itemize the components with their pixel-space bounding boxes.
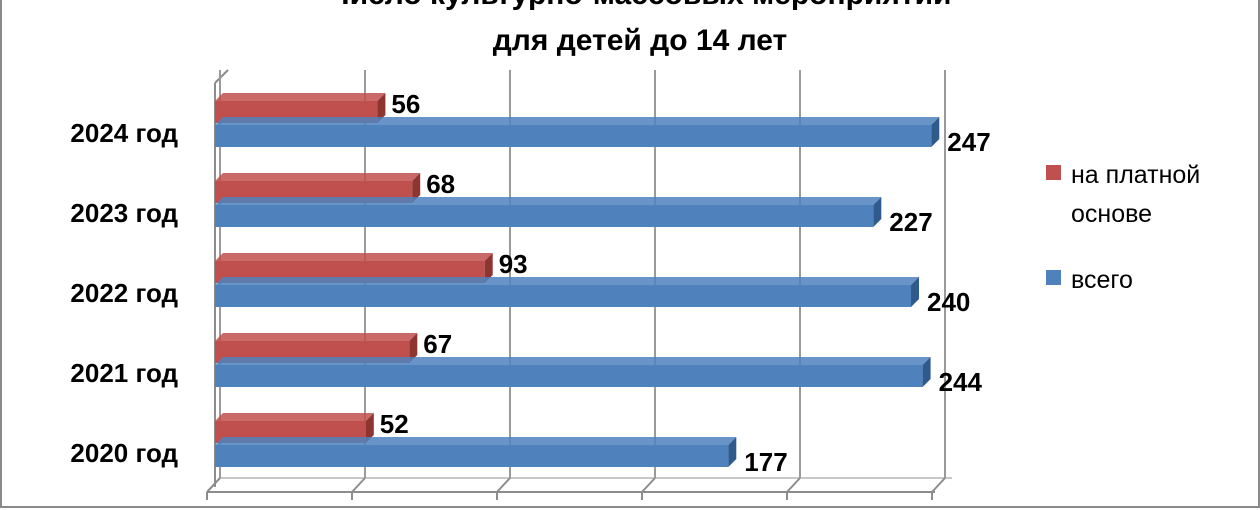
- data-label: 67: [423, 329, 452, 359]
- bar-top-face: [215, 437, 737, 445]
- gridline-foot: [641, 477, 656, 493]
- gridline-foot: [206, 477, 221, 493]
- legend-swatch: [1046, 270, 1061, 285]
- gridline-foot: [786, 477, 801, 493]
- bar-end-face: [931, 117, 940, 147]
- bar: [215, 125, 932, 147]
- legend-label: на платной: [1071, 161, 1200, 189]
- category-label: 2021 год: [70, 358, 178, 388]
- bar-top-face: [215, 93, 386, 101]
- data-label: 68: [426, 169, 455, 199]
- bar-top-face: [215, 173, 421, 181]
- category-label: 2020 год: [70, 438, 178, 468]
- data-label: 240: [927, 287, 970, 317]
- chart-title-line: для детей до 14 лет: [493, 24, 787, 57]
- data-label: 227: [889, 207, 932, 237]
- bar-end-face: [484, 253, 493, 283]
- category-label: 2022 год: [70, 278, 178, 308]
- bar-top-face: [215, 117, 940, 125]
- category-label: 2024 год: [70, 118, 178, 148]
- bar-end-face: [377, 93, 386, 123]
- chart-title-line: Число культурно-массовых мероприятий: [329, 0, 952, 11]
- data-label: 177: [744, 447, 787, 477]
- bar-end-face: [922, 357, 931, 387]
- data-label: 244: [939, 367, 983, 397]
- bar-top-face: [215, 277, 919, 285]
- legend-label: всего: [1071, 266, 1133, 294]
- bar-end-face: [873, 197, 882, 227]
- axis-left-top-diag: [214, 69, 229, 84]
- category-labels: 2020 год 2021 год 2022 год 2023 год 2024 год: [70, 118, 178, 468]
- category-label: 2023 год: [70, 198, 178, 228]
- bar: [215, 285, 911, 307]
- gridline-foot: [931, 477, 946, 493]
- data-label: 247: [947, 127, 990, 157]
- bar: [215, 205, 874, 227]
- legend: на платной основе всего: [1046, 161, 1200, 294]
- bar: [215, 365, 923, 387]
- data-label: 93: [499, 249, 528, 279]
- bar-top-face: [215, 357, 931, 365]
- bar-top-face: [215, 253, 493, 261]
- bars: [215, 93, 940, 467]
- legend-swatch: [1046, 165, 1061, 180]
- data-labels: 52 67 93 68 56 177 244 240 227 247: [380, 89, 991, 477]
- bar-top-face: [215, 413, 374, 421]
- bar: [215, 445, 729, 467]
- legend-label: основе: [1071, 200, 1152, 228]
- bar-end-face: [412, 173, 421, 203]
- bar-end-face: [911, 277, 919, 307]
- bar-end-face: [728, 437, 737, 467]
- bar-end-face: [409, 333, 418, 363]
- data-label: 52: [380, 409, 409, 439]
- gridline-foot: [351, 477, 366, 493]
- gridline-foot: [496, 477, 511, 493]
- bar-top-face: [215, 197, 882, 205]
- bar-top-face: [215, 333, 418, 341]
- chart-title: Число культурно-массовых мероприятий для …: [329, 0, 952, 57]
- data-label: 56: [391, 89, 420, 119]
- bar-end-face: [365, 413, 374, 443]
